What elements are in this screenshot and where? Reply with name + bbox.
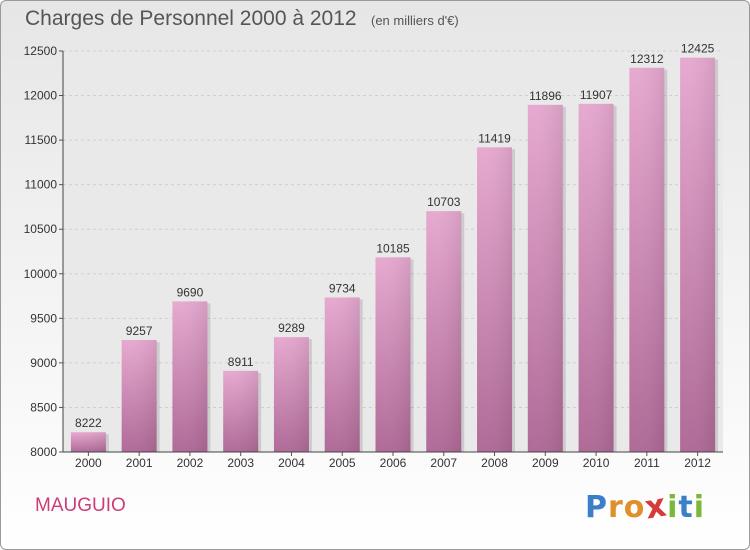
bar-value-label: 11907 [580,88,613,102]
city-name: MAUGUIO [35,495,126,516]
logo-letter: i [693,490,705,525]
bar-shade [70,432,106,452]
bar-value-label: 10185 [376,241,410,255]
bar-value-label: 11419 [478,131,511,145]
y-tick-label: 11500 [25,133,58,147]
y-tick-label: 12500 [24,44,58,58]
bar-shade [324,297,360,452]
logo-letter: o [623,490,646,525]
x-tick-label: 2004 [278,456,305,470]
bar-shade [375,257,411,452]
y-tick-label: 9500 [30,311,57,325]
bar-shade [426,211,462,452]
x-tick-label: 2012 [684,456,711,470]
logo-letter: r [608,490,624,525]
bar-value-label: 9289 [278,321,305,335]
bar-shade [680,57,716,452]
bar-shade [527,104,563,452]
y-tick-label: 10000 [24,267,58,281]
x-tick-label: 2005 [329,456,356,470]
chart-title: Charges de Personnel 2000 à 2012 [25,7,357,30]
proxiti-logo: Proxiti [585,485,705,527]
y-tick-label: 8000 [30,445,57,459]
logo-letter: x [642,485,671,527]
x-tick-label: 2009 [532,456,559,470]
logo-letter: t [678,490,694,525]
x-tick-label: 2003 [227,456,254,470]
bar-shade [578,103,614,452]
bar-shade [477,147,513,453]
y-tick-label: 9000 [30,356,57,370]
x-tick-label: 2010 [583,456,610,470]
bar-value-label: 12312 [630,52,664,66]
x-tick-label: 2001 [126,456,153,470]
x-tick-label: 2006 [380,456,407,470]
x-tick-label: 2002 [177,456,204,470]
y-tick-label: 12000 [24,89,58,103]
y-tick-label: 10500 [24,222,58,236]
bar-value-label: 12425 [681,42,715,56]
logo-letter: P [585,490,608,525]
bar-shade [629,67,665,452]
x-tick-label: 2008 [481,456,508,470]
bar-value-label: 8911 [228,355,254,369]
bar-shade [273,337,309,452]
bar-value-label: 10703 [427,195,461,209]
x-tick-label: 2007 [430,456,457,470]
bar-shade [223,370,259,452]
y-tick-label: 8500 [30,400,57,414]
bar-value-label: 9257 [126,324,153,338]
bar-value-label: 9734 [329,281,356,295]
bar-shade [121,339,157,452]
x-tick-label: 2000 [75,456,102,470]
bar-value-label: 9690 [177,285,204,299]
bar-value-label: 11896 [529,89,562,103]
logo-letter: i [667,490,679,525]
bar-shade [172,301,208,452]
bar-value-label: 8222 [75,416,102,430]
x-tick-label: 2011 [634,456,660,470]
y-tick-label: 11000 [25,178,58,192]
bar-chart: 8000 8500 9000 9500 10000 10500 11000 11500 1200… [24,42,723,470]
chart-subtitle: (en milliers d'€) [371,13,459,28]
